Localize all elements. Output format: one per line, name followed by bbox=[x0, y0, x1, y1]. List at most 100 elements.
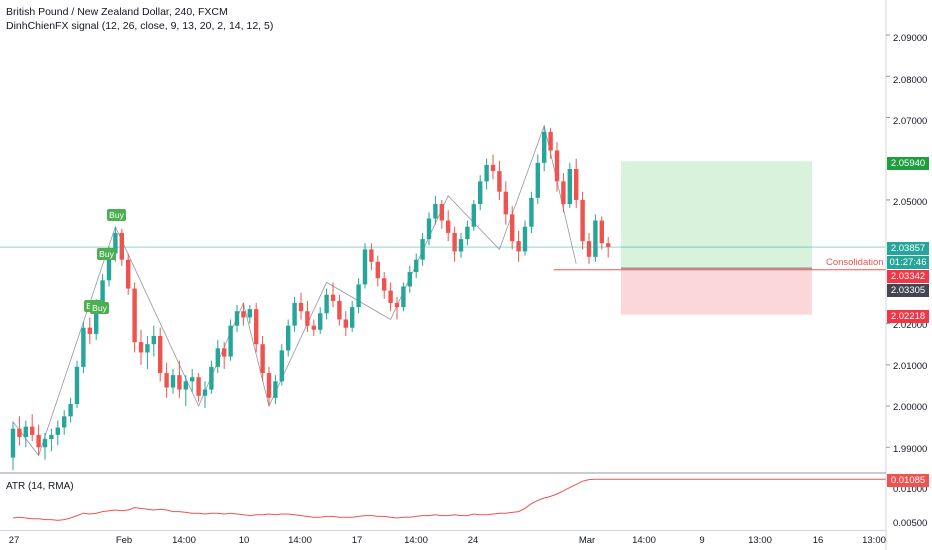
target-price-tag[interactable]: 2.05940 bbox=[887, 157, 929, 170]
time-tick: 24 bbox=[467, 535, 479, 546]
candle-body bbox=[177, 375, 182, 390]
candle-body bbox=[426, 218, 432, 240]
candle-body bbox=[542, 131, 547, 163]
candle-body bbox=[23, 426, 28, 437]
chart-title[interactable]: British Pound / New Zealand Dollar, 240,… bbox=[6, 6, 228, 18]
candle-body bbox=[516, 241, 521, 252]
candle-body bbox=[170, 375, 176, 388]
candle-body bbox=[574, 169, 579, 200]
buy-signal-badge: Buy bbox=[97, 248, 116, 260]
price-tick: 2.00000 bbox=[893, 402, 928, 413]
candle-body bbox=[439, 204, 444, 221]
axes bbox=[0, 0, 890, 550]
candle-body bbox=[87, 327, 92, 334]
price-tick: 2.05000 bbox=[893, 197, 928, 208]
candle-body bbox=[375, 261, 380, 279]
atr-legend[interactable]: ATR (14, RMA) bbox=[6, 481, 74, 492]
time-tick: Feb bbox=[115, 535, 133, 546]
candle-body bbox=[228, 325, 233, 357]
candle-body bbox=[74, 366, 80, 404]
candle-body bbox=[138, 342, 144, 353]
atr-pane[interactable] bbox=[12, 478, 886, 521]
candle-body bbox=[490, 164, 496, 172]
candle-body bbox=[209, 366, 214, 390]
candle-body bbox=[10, 428, 16, 458]
candle-body bbox=[401, 286, 406, 308]
time-tick: 13:00 bbox=[748, 535, 772, 546]
price-tick: 2.02000 bbox=[893, 320, 928, 331]
candle-body bbox=[330, 294, 336, 301]
candle-body bbox=[183, 381, 188, 390]
candle-body bbox=[260, 344, 265, 374]
candle-body bbox=[311, 325, 316, 330]
candle-body bbox=[222, 348, 227, 357]
candle-body bbox=[305, 311, 310, 326]
time-tick: 14:00 bbox=[172, 535, 196, 546]
price-tick: 2.07000 bbox=[893, 116, 928, 127]
candle-body bbox=[510, 214, 515, 242]
candle-body bbox=[433, 204, 438, 219]
time-tick: Mar bbox=[578, 535, 596, 546]
atr-tick: 0.01000 bbox=[893, 484, 928, 495]
price-tick: 2.09000 bbox=[893, 33, 928, 44]
candle-body bbox=[324, 294, 329, 314]
candle-body bbox=[484, 164, 489, 182]
time-tick: 13:00 bbox=[862, 535, 886, 546]
candle-body bbox=[561, 181, 566, 205]
candle-body bbox=[68, 403, 73, 417]
entry-price-tag[interactable]: 2.03342 bbox=[887, 270, 929, 283]
candle-body bbox=[382, 278, 387, 291]
candle-body bbox=[113, 232, 118, 254]
time-tick: 9 bbox=[699, 535, 705, 546]
candle-body bbox=[407, 272, 412, 287]
time-tick: 17 bbox=[351, 535, 363, 546]
candle-body bbox=[158, 335, 163, 374]
candle-body bbox=[446, 220, 451, 233]
candle-body bbox=[298, 302, 304, 312]
consolidation-price-tag[interactable]: 2.03305 bbox=[887, 284, 929, 297]
candle-body bbox=[292, 302, 297, 326]
price-tick: 2.01000 bbox=[893, 361, 928, 372]
candle-body bbox=[94, 305, 99, 334]
candle-body bbox=[30, 426, 35, 435]
zigzag-line bbox=[12, 124, 577, 457]
candle-body bbox=[420, 239, 425, 260]
candle-body bbox=[132, 288, 137, 343]
loss-zone[interactable] bbox=[621, 268, 812, 315]
candle-body bbox=[478, 181, 483, 205]
time-tick: 14:00 bbox=[288, 535, 312, 546]
position-zones[interactable] bbox=[621, 161, 812, 315]
candle-body bbox=[81, 327, 86, 367]
candle-body bbox=[567, 169, 572, 205]
candle-body bbox=[394, 302, 400, 308]
candle-body bbox=[529, 197, 534, 227]
candle-body bbox=[145, 344, 150, 353]
indicator-legend[interactable]: DinhChienFX signal (12, 26, close, 9, 13… bbox=[6, 20, 274, 32]
candle-body bbox=[279, 350, 284, 382]
candle-body bbox=[337, 300, 342, 320]
stop-loss-price-tag[interactable]: 2.02218 bbox=[887, 310, 929, 323]
candle-body bbox=[343, 319, 348, 328]
candle-body bbox=[266, 373, 272, 398]
candle-body bbox=[535, 162, 540, 198]
profit-zone[interactable] bbox=[621, 161, 812, 269]
candle-body bbox=[286, 325, 291, 351]
candle-body bbox=[215, 348, 220, 367]
last-price-tag[interactable]: 2.03857 bbox=[887, 242, 929, 255]
candle-body bbox=[100, 280, 105, 306]
candle-body bbox=[126, 259, 131, 289]
candle-body bbox=[471, 204, 476, 227]
candle-body bbox=[350, 307, 355, 328]
price-lines bbox=[0, 246, 886, 271]
candle-body bbox=[119, 232, 124, 260]
candle-body bbox=[196, 377, 201, 396]
candle-body bbox=[356, 284, 361, 308]
candle-body bbox=[62, 416, 67, 428]
atr-value-tag: 0.01085 bbox=[887, 474, 929, 487]
candle-body bbox=[414, 259, 419, 273]
candles[interactable] bbox=[10, 125, 611, 470]
candle-body bbox=[548, 131, 553, 151]
candle-body bbox=[606, 243, 611, 247]
